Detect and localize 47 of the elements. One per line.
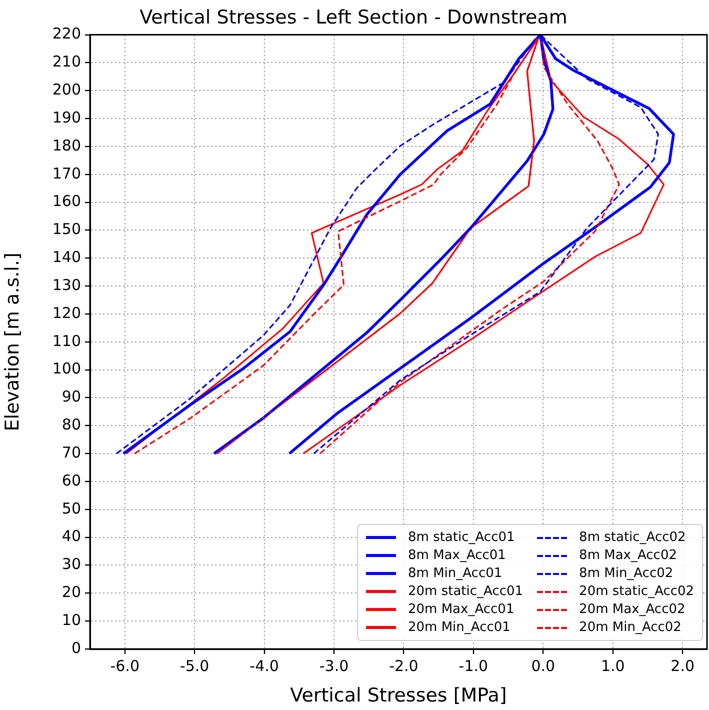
y-tick-label: 200 [52, 80, 81, 99]
y-tick-label: 110 [52, 332, 81, 350]
legend-label: 8m static_Acc02 [579, 530, 686, 545]
y-tick-label: 30 [62, 555, 81, 574]
legend-label: 8m static_Acc01 [408, 530, 515, 545]
y-tick-label: 170 [52, 164, 81, 182]
legend-label: 20m Min_Acc01 [408, 620, 510, 635]
x-tick-label: -4.0 [250, 656, 279, 675]
y-tick-label: 70 [62, 443, 81, 462]
x-tick-label: 1.0 [600, 656, 625, 675]
x-tick-label: 0.0 [531, 656, 556, 675]
x-tick-label: -1.0 [458, 656, 488, 675]
y-tick-label: 20 [62, 583, 81, 602]
y-tick-label: 190 [52, 108, 81, 126]
y-tick-label: 140 [52, 248, 81, 266]
y-tick-label: 40 [62, 527, 81, 546]
x-tick-label: -2.0 [389, 656, 418, 675]
x-tick-label: 2.0 [670, 656, 695, 675]
y-tick-label: 90 [62, 388, 81, 406]
y-tick-label: 160 [52, 192, 81, 210]
legend-label: 8m Max_Acc02 [579, 548, 677, 563]
legend-label: 20m Max_Acc02 [579, 602, 686, 617]
legend-label: 20m static_Acc02 [579, 584, 694, 599]
y-tick-label: 210 [52, 52, 81, 71]
legend-label: 20m Max_Acc01 [408, 602, 514, 617]
y-tick-label: 150 [52, 220, 81, 238]
legend-label: 8m Min_Acc01 [408, 566, 502, 581]
y-tick-label: 50 [62, 499, 81, 518]
y-tick-label: 100 [52, 360, 81, 378]
y-tick-label: 0 [71, 638, 81, 657]
y-tick-label: 180 [52, 136, 81, 154]
y-tick-label: 80 [62, 416, 81, 434]
x-tick-label: -6.0 [110, 656, 140, 675]
legend-label: 20m static_Acc01 [408, 584, 524, 599]
x-tick-label: -5.0 [180, 656, 210, 675]
y-tick-label: 130 [52, 276, 81, 294]
x-tick-label: -3.0 [319, 656, 349, 675]
y-axis-title: Elevation [m a.s.l.] [1, 252, 24, 432]
y-tick-label: 10 [62, 610, 81, 629]
x-axis-title: Vertical Stresses [MPa] [290, 684, 507, 707]
chart-title: Vertical Stresses - Left Section - Downstream [140, 6, 568, 28]
y-tick-label: 120 [52, 304, 81, 322]
legend-label: 8m Max_Acc01 [408, 548, 506, 563]
y-tick-label: 220 [52, 24, 81, 43]
y-tick-label: 60 [62, 471, 81, 490]
legend-label: 8m Min_Acc02 [579, 566, 674, 581]
legend-label: 20m Min_Acc02 [579, 620, 682, 635]
